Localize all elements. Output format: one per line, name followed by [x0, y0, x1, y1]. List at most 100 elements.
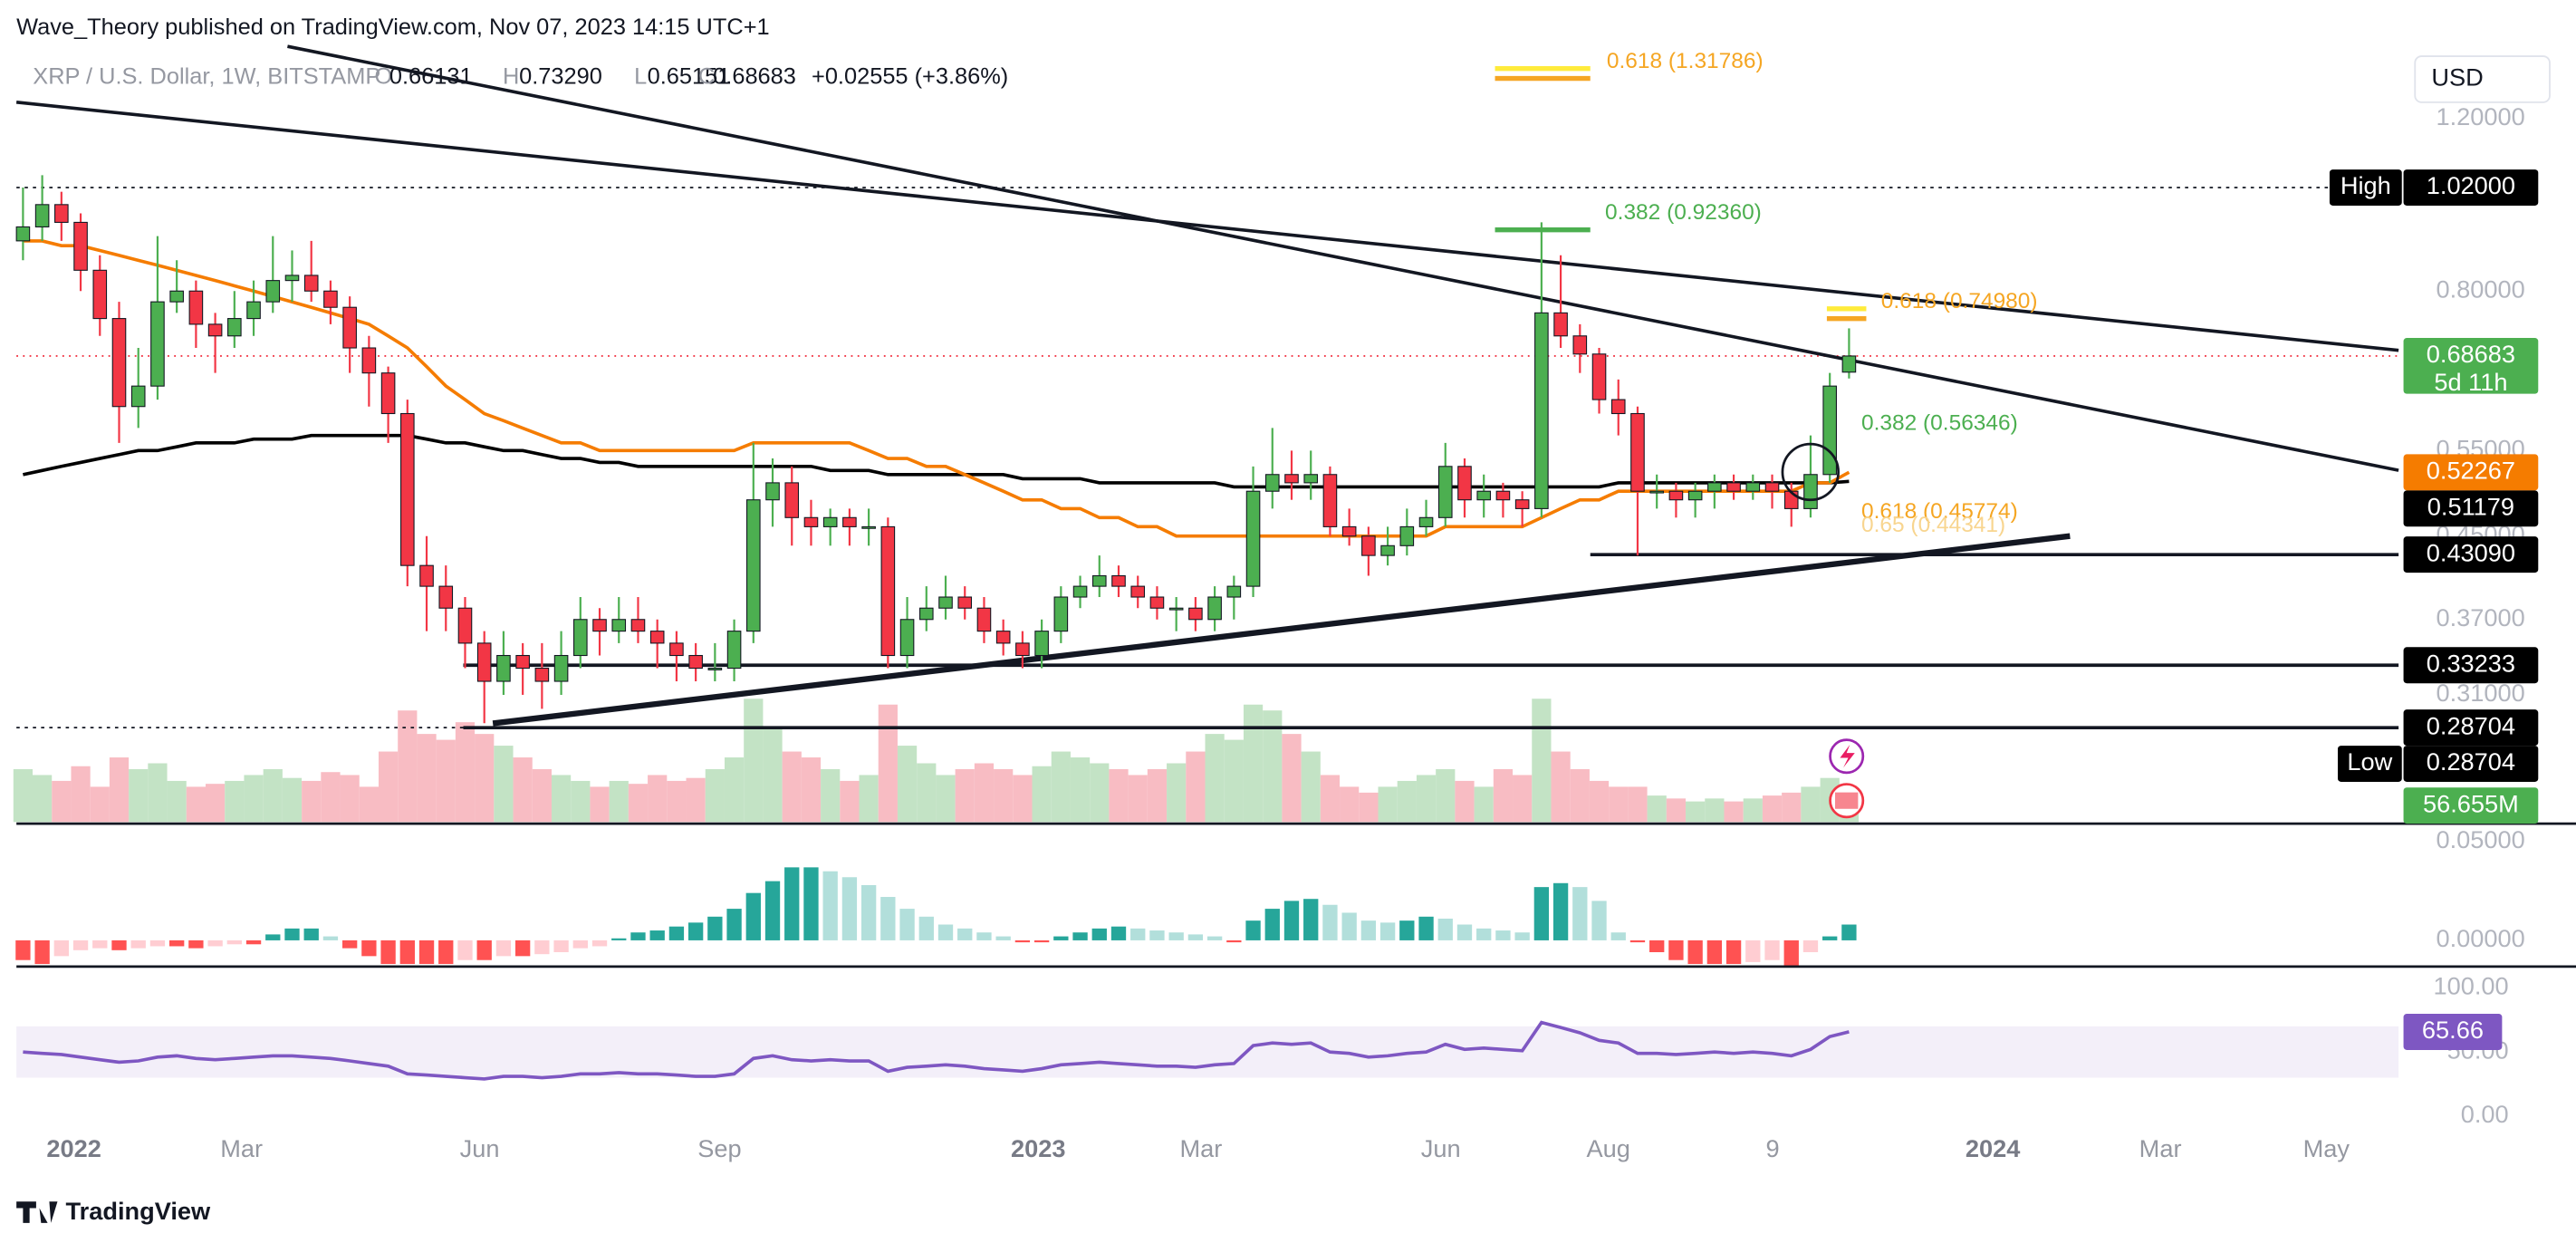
volume-bar	[744, 699, 764, 823]
macd-bar	[1091, 928, 1107, 940]
volume-bar	[1167, 763, 1187, 823]
macd-bar	[476, 939, 492, 960]
macd-bar	[1552, 882, 1569, 940]
volume-bar	[821, 768, 841, 823]
macd-bar	[399, 939, 415, 965]
candle-body	[1610, 399, 1626, 415]
candle-body	[246, 301, 261, 320]
countdown: 5d 11h	[2434, 368, 2507, 396]
macd-bar	[130, 939, 146, 949]
candle-body	[73, 221, 88, 271]
volume-bar	[1070, 757, 1091, 823]
rsi-tick-label: 100.00	[2433, 972, 2508, 1000]
volume-bar	[1551, 751, 1571, 823]
candle-body	[1437, 466, 1453, 518]
macd-bar	[880, 897, 896, 940]
macd-bar	[1418, 916, 1434, 940]
candle-body	[880, 525, 896, 657]
macd-bar	[745, 892, 761, 940]
volume-bar	[705, 768, 725, 823]
volume-bar	[1801, 786, 1821, 823]
macd-bar	[1226, 939, 1242, 943]
y-tick-label: 1.20000	[2436, 102, 2524, 130]
ohlc-value: 0.68683	[713, 63, 796, 89]
candle-body	[1034, 631, 1049, 657]
currency-button[interactable]	[2414, 55, 2551, 103]
macd-bar	[1245, 920, 1261, 940]
candle-body	[611, 619, 627, 632]
volume-bar	[52, 780, 72, 823]
macd-bar	[207, 939, 223, 947]
macd-bar	[976, 932, 992, 940]
price-tag	[2403, 647, 2539, 684]
x-tick-label: Mar	[1179, 1134, 1222, 1162]
price-tag	[2403, 536, 2539, 573]
candle-body	[1553, 312, 1568, 337]
macd-bar	[918, 916, 934, 940]
volume-bar	[1705, 798, 1725, 823]
macd-bar	[1437, 918, 1453, 940]
volume-bar	[1455, 780, 1475, 823]
candle-body	[1149, 596, 1165, 609]
event-icon-flag	[1834, 792, 1859, 809]
y-tick-label: 0.80000	[2436, 275, 2524, 303]
macd-bar	[1168, 932, 1184, 940]
trend-line	[492, 533, 2071, 727]
fib-label: 0.618 (0.74980)	[1881, 289, 2038, 313]
candle-body	[1591, 353, 1607, 400]
candle-body	[1168, 607, 1184, 611]
macd-bar	[1149, 930, 1165, 940]
candle-body	[515, 654, 530, 670]
candle-body	[150, 301, 165, 387]
candle-body	[457, 607, 473, 644]
macd-bar	[995, 936, 1011, 940]
macd-bar	[1322, 904, 1338, 940]
price-tag-label: 56.655M	[2423, 789, 2519, 817]
macd-bar	[899, 909, 915, 940]
trend-line	[287, 44, 2399, 472]
volume-bar	[917, 763, 937, 823]
price-tag	[2403, 746, 2539, 782]
macd-bar	[1206, 936, 1223, 940]
candle-body	[765, 482, 780, 501]
candle-body	[1476, 490, 1492, 501]
candle-body	[1822, 385, 1837, 476]
candle-body	[573, 619, 588, 657]
candle-body	[707, 668, 723, 670]
macd-bar	[668, 926, 685, 940]
volume-bar	[225, 780, 245, 823]
candle-body	[303, 275, 319, 292]
macd-bar	[822, 871, 838, 940]
macd-bar	[1591, 901, 1607, 940]
volume-bar	[1589, 780, 1610, 823]
macd-bar	[361, 939, 377, 957]
macd-bar	[784, 867, 800, 940]
candle-body	[92, 269, 108, 320]
volume-bar	[686, 777, 706, 823]
macd-bar	[1033, 939, 1050, 943]
volume-bar	[1147, 768, 1168, 823]
volume-bar	[1570, 768, 1590, 823]
volume-bar	[1782, 792, 1802, 823]
price-tag-label: 65.66	[2422, 1016, 2484, 1044]
volume-bar	[897, 746, 918, 823]
candle-body	[976, 607, 992, 632]
volume-bar	[1301, 751, 1321, 823]
event-icon-bolt	[1840, 745, 1855, 768]
macd-bar	[860, 884, 877, 940]
price-tag	[2338, 746, 2402, 782]
volume-bar	[878, 704, 898, 823]
y-tick-label: 0.37000	[2436, 603, 2524, 631]
candle-body	[1091, 574, 1107, 587]
volume-bar	[359, 786, 379, 823]
macd-bar	[649, 930, 665, 940]
macd-bar	[1572, 887, 1588, 940]
x-tick-label: 2022	[46, 1134, 101, 1162]
volume-bar	[609, 780, 629, 823]
volume-bar	[1205, 734, 1225, 823]
macd-bar	[803, 867, 819, 940]
x-tick-label: Sep	[697, 1134, 741, 1162]
price-tag-label: 0.68683	[2427, 340, 2515, 368]
candle-body	[630, 619, 646, 632]
candle-body	[34, 204, 50, 228]
